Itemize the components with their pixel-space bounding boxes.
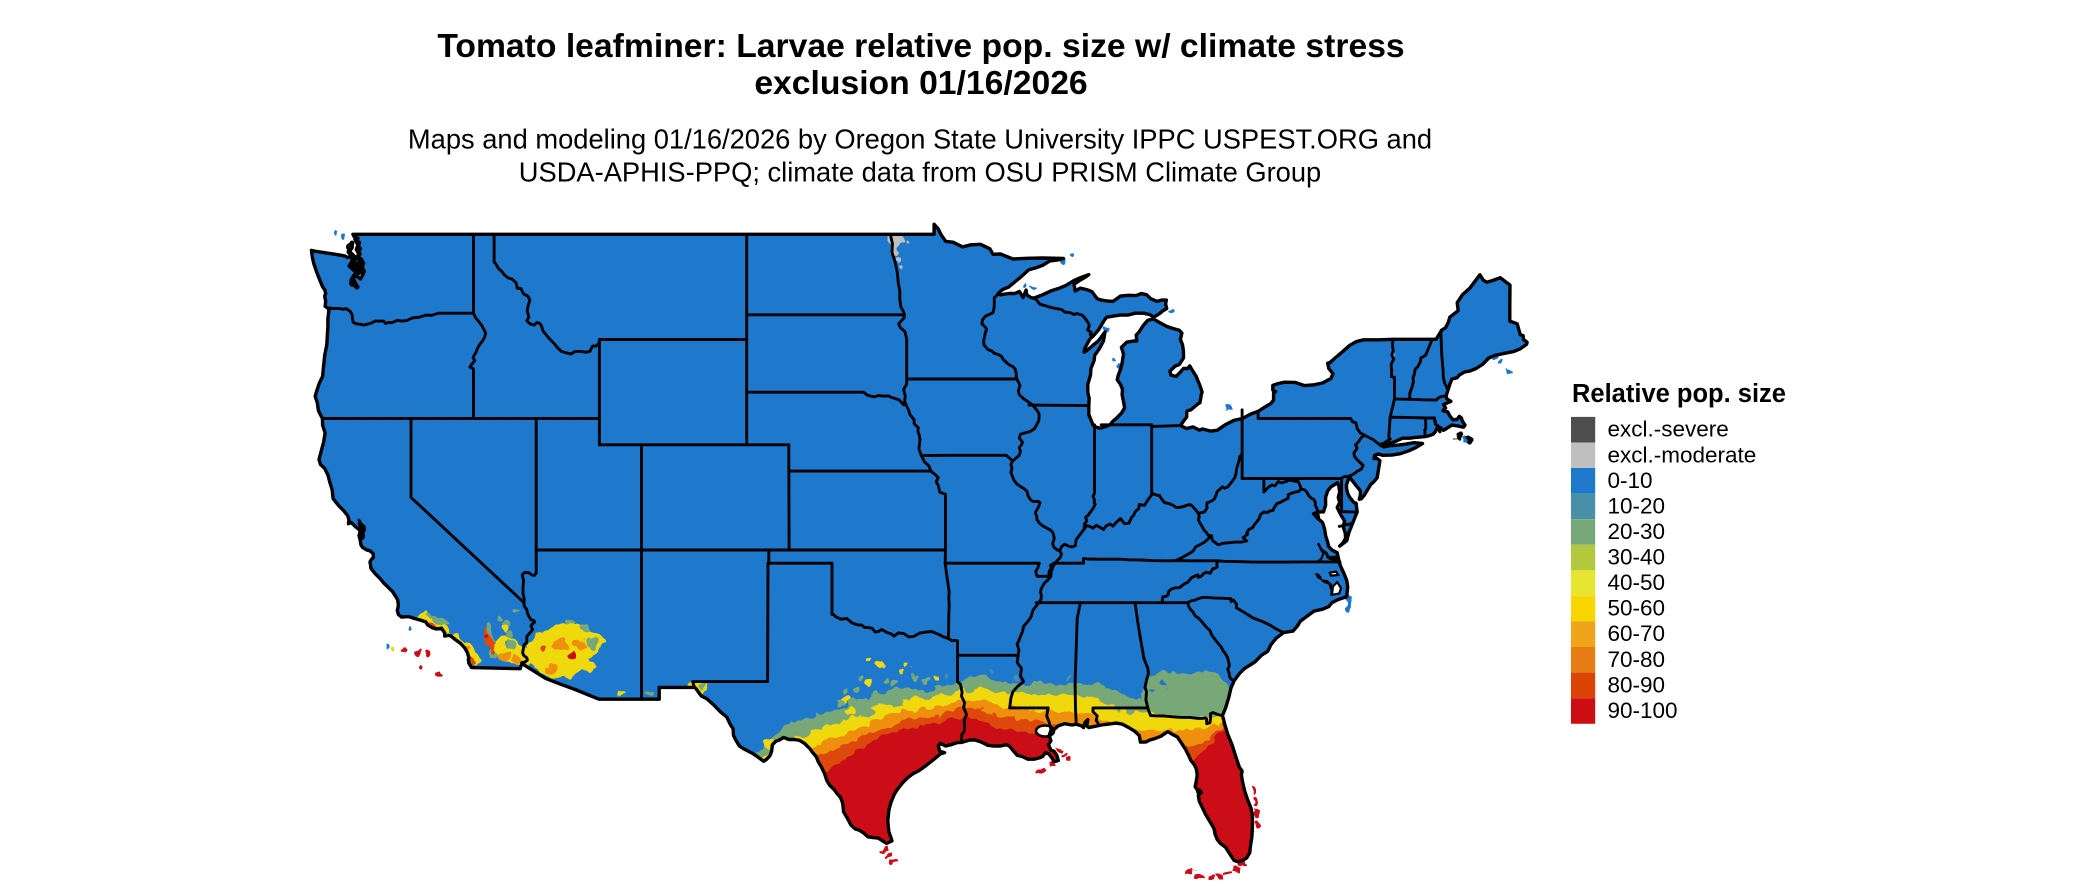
svg-text:80-90: 80-90 (1608, 672, 1666, 697)
svg-text:Relative pop. size: Relative pop. size (1572, 380, 1786, 408)
svg-text:excl.-moderate: excl.-moderate (1608, 442, 1757, 467)
svg-text:exclusion 01/16/2026: exclusion 01/16/2026 (754, 64, 1087, 102)
svg-text:Tomato leafminer: Larvae relat: Tomato leafminer: Larvae relative pop. s… (437, 27, 1404, 65)
svg-text:0-10: 0-10 (1608, 468, 1653, 493)
svg-text:10-20: 10-20 (1608, 493, 1666, 518)
svg-text:USDA-APHIS-PPQ; climate data f: USDA-APHIS-PPQ; climate data from OSU PR… (519, 157, 1321, 188)
svg-text:excl.-severe: excl.-severe (1608, 417, 1729, 442)
svg-text:60-70: 60-70 (1608, 621, 1666, 646)
svg-text:70-80: 70-80 (1608, 647, 1666, 672)
svg-text:90-100: 90-100 (1608, 698, 1678, 723)
svg-text:30-40: 30-40 (1608, 545, 1666, 570)
svg-text:50-60: 50-60 (1608, 596, 1666, 621)
svg-text:20-30: 20-30 (1608, 519, 1666, 544)
svg-text:40-50: 40-50 (1608, 570, 1666, 595)
svg-text:Maps and modeling 01/16/2026 b: Maps and modeling 01/16/2026 by Oregon S… (408, 124, 1432, 155)
